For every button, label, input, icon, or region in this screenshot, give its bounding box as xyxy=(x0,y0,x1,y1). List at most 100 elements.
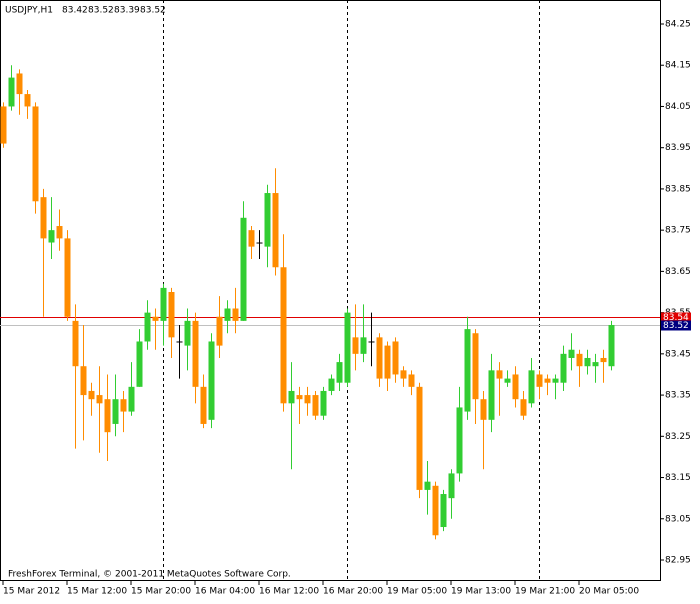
candle-body xyxy=(264,193,271,247)
candle-body xyxy=(176,341,183,343)
candle-body xyxy=(392,341,399,375)
candle-body xyxy=(240,217,247,321)
candle-body xyxy=(256,242,263,244)
price-label: 83.54 xyxy=(663,313,689,323)
candle-body xyxy=(352,337,359,354)
candle-body xyxy=(416,386,423,490)
x-tick-label: 16 Mar 20:00 xyxy=(323,587,383,597)
candle-body xyxy=(72,320,79,367)
price-label: 83.52 xyxy=(663,321,689,331)
candle-body xyxy=(80,366,87,396)
candle-body xyxy=(112,399,119,424)
candle-body xyxy=(400,370,407,379)
candle-body xyxy=(360,337,367,354)
candle-body xyxy=(200,386,207,424)
candle-body xyxy=(152,316,159,321)
candle-body xyxy=(136,341,143,387)
candle-body xyxy=(320,390,327,416)
candle-body xyxy=(64,238,71,317)
candle-body xyxy=(40,197,47,239)
candle-body xyxy=(384,345,391,379)
y-tick-label: 83.95 xyxy=(665,143,691,153)
candle-body xyxy=(336,362,343,383)
y-tick-label: 83.05 xyxy=(665,514,691,524)
y-tick-label: 83.45 xyxy=(665,349,691,359)
candle-body xyxy=(480,399,487,420)
candle-body xyxy=(432,485,439,536)
candle-body xyxy=(8,77,15,107)
price-label-bg xyxy=(661,320,691,331)
candle-body xyxy=(48,230,55,243)
y-tick-label: 84.15 xyxy=(665,61,691,71)
candle-body xyxy=(440,494,447,528)
candle-body xyxy=(464,329,471,412)
candle-body xyxy=(248,230,255,247)
x-tick-label: 15 Mar 12:00 xyxy=(67,587,127,597)
candle-body xyxy=(488,370,495,420)
x-tick-label: 15 Mar 2012 xyxy=(3,587,60,597)
candle-body xyxy=(600,357,607,363)
candle-body xyxy=(520,399,527,416)
y-tick-label: 83.15 xyxy=(665,473,691,483)
header-value: 83.52 xyxy=(88,6,114,16)
footer: FreshForex Terminal, © 2001-2011 MetaQuo… xyxy=(8,570,291,580)
candle-body xyxy=(608,324,615,367)
candle-body xyxy=(216,316,223,346)
candle-body xyxy=(592,362,599,367)
candle-body xyxy=(424,481,431,490)
header-value: 83.42 xyxy=(62,6,88,16)
header-value: 83.52 xyxy=(140,6,166,16)
candle-body xyxy=(528,370,535,404)
plot-frame xyxy=(0,0,661,581)
y-tick-label: 83.25 xyxy=(665,432,691,442)
candle-body xyxy=(192,320,199,387)
candle-body xyxy=(168,291,175,338)
candle-body xyxy=(288,390,295,404)
candle-body xyxy=(584,357,591,367)
candle-body xyxy=(304,395,311,404)
candle-body xyxy=(568,349,575,358)
x-tick-label: 19 Mar 21:00 xyxy=(515,587,575,597)
candle-body xyxy=(448,473,455,499)
candle-body xyxy=(496,370,503,379)
candle-body xyxy=(24,94,31,107)
y-tick-label: 84.25 xyxy=(665,19,691,29)
y-tick-label: 83.35 xyxy=(665,391,691,401)
candle-body xyxy=(504,378,511,383)
candle-body xyxy=(344,312,351,383)
y-tick-label: 82.95 xyxy=(665,556,691,566)
candle-body xyxy=(96,395,103,404)
candle-body xyxy=(560,353,567,383)
y-tick-label: 83.75 xyxy=(665,226,691,236)
candle-body xyxy=(280,267,287,404)
x-tick-label: 16 Mar 12:00 xyxy=(259,587,319,597)
header-value: 83.39 xyxy=(114,6,140,16)
candle-body xyxy=(472,333,479,400)
candle-body xyxy=(144,312,151,342)
x-tick-label: 16 Mar 04:00 xyxy=(195,587,255,597)
candle-body xyxy=(312,395,319,416)
candle-body xyxy=(88,390,95,400)
candle-body xyxy=(576,353,583,367)
candle-body xyxy=(16,73,23,95)
candle-body xyxy=(552,378,559,383)
y-tick-label: 83.85 xyxy=(665,184,691,194)
x-tick-label: 19 Mar 13:00 xyxy=(451,587,511,597)
candle-body xyxy=(32,106,39,202)
x-tick-label: 15 Mar 20:00 xyxy=(131,587,191,597)
x-tick-label: 19 Mar 05:00 xyxy=(387,587,447,597)
y-tick-label: 83.65 xyxy=(665,267,691,277)
candle-body xyxy=(328,378,335,391)
candle-body xyxy=(184,320,191,346)
candle-body xyxy=(128,386,135,412)
candle-body xyxy=(272,193,279,268)
x-tick-label: 20 Mar 05:00 xyxy=(579,587,639,597)
candle-body xyxy=(544,378,551,383)
candle-body xyxy=(536,374,543,387)
chart-title: USDJPY,H1 xyxy=(5,6,53,16)
candle-body xyxy=(408,374,415,387)
candle-body xyxy=(368,341,375,343)
candle-body xyxy=(456,407,463,474)
candle-body xyxy=(224,308,231,321)
